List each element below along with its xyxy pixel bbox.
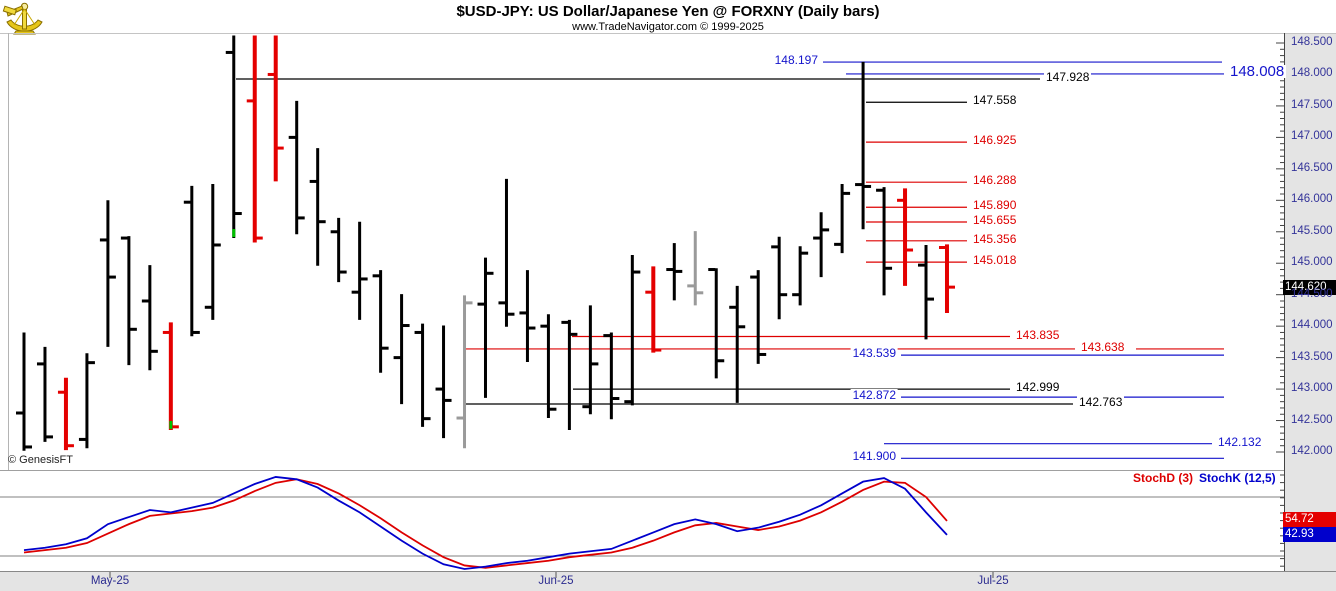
stoch-k-line [23, 476, 948, 570]
time-axis-strip [0, 572, 1336, 591]
chart-subtitle: www.TradeNavigator.com © 1999-2025 [572, 21, 764, 33]
price-axis-strip [1285, 33, 1336, 591]
stoch-d-line [23, 478, 948, 569]
chart-title: $USD-JPY: US Dollar/Japanese Yen @ FORXN… [456, 3, 880, 20]
